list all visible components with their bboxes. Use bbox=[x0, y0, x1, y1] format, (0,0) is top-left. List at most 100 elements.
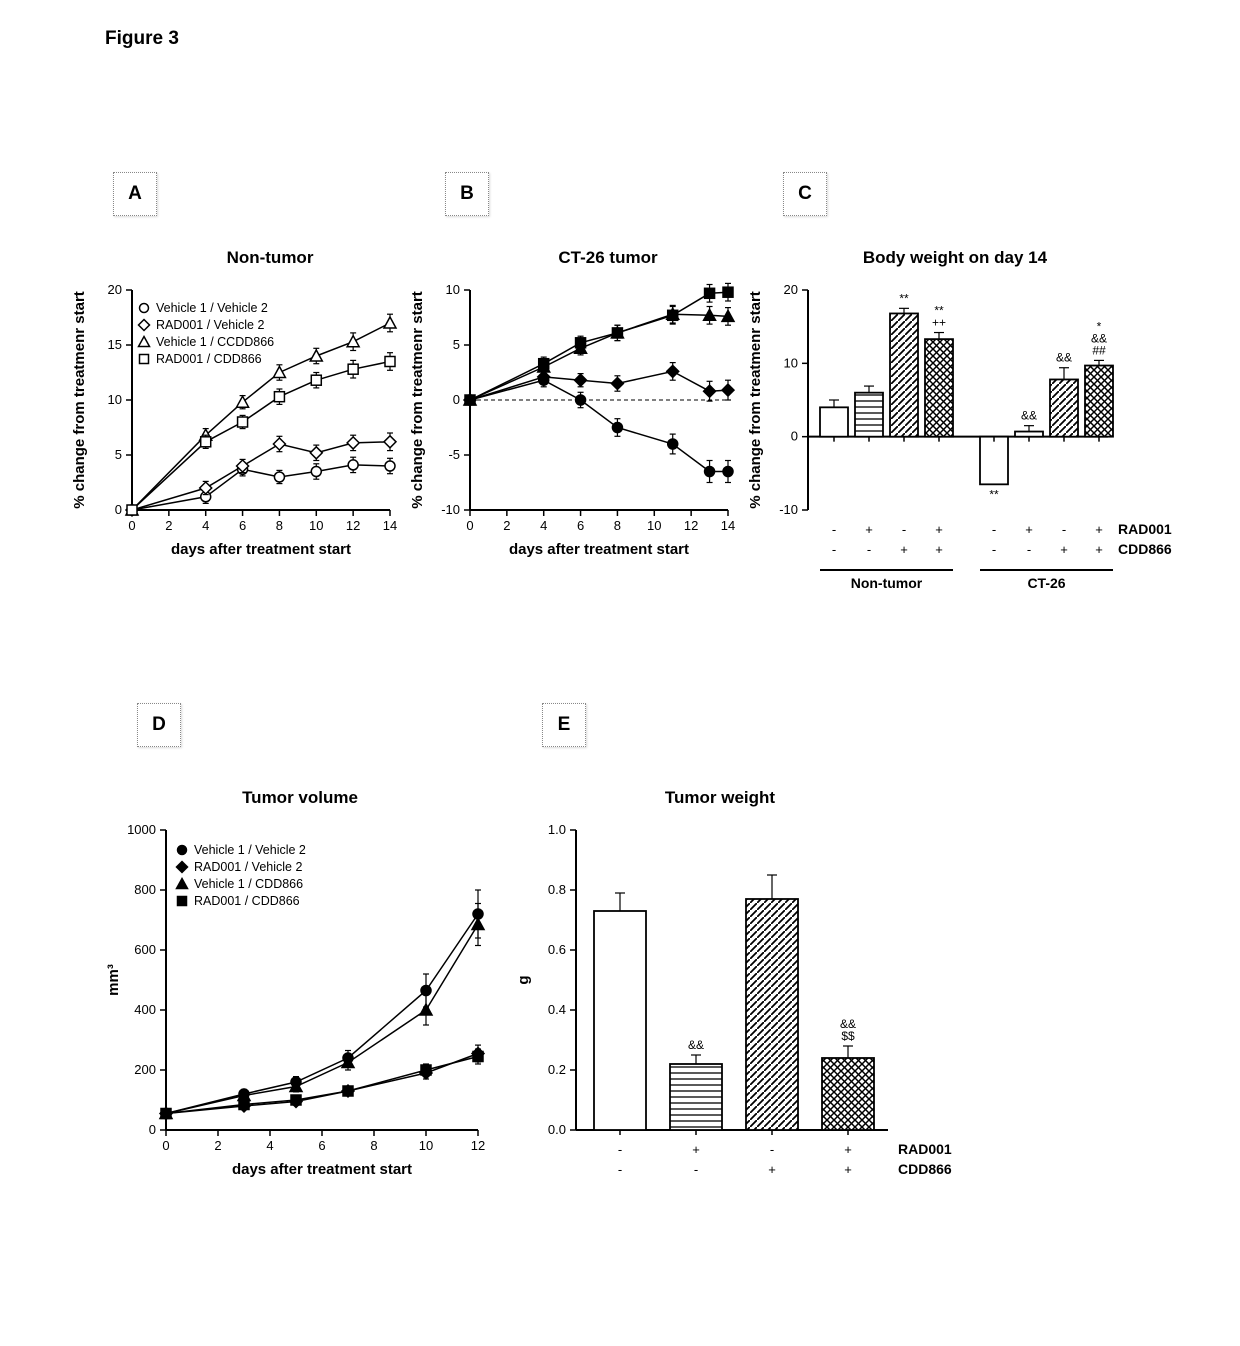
svg-text:Vehicle 1 / Vehicle 2: Vehicle 1 / Vehicle 2 bbox=[156, 301, 268, 315]
svg-text:-: - bbox=[618, 1162, 622, 1177]
svg-text:2: 2 bbox=[503, 518, 510, 533]
svg-text:14: 14 bbox=[383, 518, 397, 533]
svg-text:0.0: 0.0 bbox=[548, 1122, 566, 1137]
svg-text:RAD001 / Vehicle 2: RAD001 / Vehicle 2 bbox=[194, 860, 302, 874]
svg-text:g: g bbox=[515, 975, 532, 984]
svg-text:+: + bbox=[1025, 522, 1033, 537]
svg-text:% change from treatmenr start: % change from treatmenr start bbox=[409, 291, 426, 509]
svg-text:0: 0 bbox=[115, 502, 122, 517]
svg-text:200: 200 bbox=[134, 1062, 156, 1077]
svg-text:+: + bbox=[865, 522, 873, 537]
svg-text:&&: && bbox=[1021, 409, 1037, 423]
svg-text:RAD001: RAD001 bbox=[1118, 521, 1172, 537]
svg-text:1000: 1000 bbox=[127, 822, 156, 837]
svg-text:400: 400 bbox=[134, 1002, 156, 1017]
svg-text:Vehicle 1 / CDD866: Vehicle 1 / CDD866 bbox=[194, 877, 303, 891]
svg-text:5: 5 bbox=[115, 447, 122, 462]
svg-text:-: - bbox=[1062, 522, 1066, 537]
svg-text:-: - bbox=[992, 542, 996, 557]
svg-text:+: + bbox=[844, 1142, 852, 1157]
svg-text:-: - bbox=[770, 1142, 774, 1157]
svg-text:**: ** bbox=[934, 304, 944, 318]
svg-text:0: 0 bbox=[791, 429, 798, 444]
svg-text:6: 6 bbox=[577, 518, 584, 533]
svg-text:8: 8 bbox=[614, 518, 621, 533]
chart-c: -1001020% change from treatmenr start**+… bbox=[730, 272, 1160, 672]
svg-text:2: 2 bbox=[214, 1138, 221, 1153]
svg-text:&&: && bbox=[1056, 351, 1072, 365]
svg-text:-: - bbox=[1027, 542, 1031, 557]
panel-letter-b: B bbox=[445, 172, 489, 216]
svg-text:days after treatment start: days after treatment start bbox=[232, 1161, 412, 1178]
panel-letter-c: C bbox=[783, 172, 827, 216]
svg-text:0: 0 bbox=[128, 518, 135, 533]
svg-text:12: 12 bbox=[346, 518, 360, 533]
svg-text:0.2: 0.2 bbox=[548, 1062, 566, 1077]
svg-text:-: - bbox=[832, 542, 836, 557]
svg-text:4: 4 bbox=[540, 518, 547, 533]
svg-text:0: 0 bbox=[149, 1122, 156, 1137]
svg-text:10: 10 bbox=[419, 1138, 433, 1153]
svg-text:-: - bbox=[992, 522, 996, 537]
svg-text:&&: && bbox=[1091, 331, 1107, 345]
svg-text:&&: && bbox=[688, 1038, 704, 1052]
svg-text:8: 8 bbox=[370, 1138, 377, 1153]
svg-text:20: 20 bbox=[784, 282, 798, 297]
svg-text:0: 0 bbox=[453, 392, 460, 407]
chart-title-d: Tumor volume bbox=[170, 788, 430, 808]
svg-text:10: 10 bbox=[647, 518, 661, 533]
svg-text:+: + bbox=[935, 542, 943, 557]
svg-text:12: 12 bbox=[471, 1138, 485, 1153]
svg-text:days after treatment start: days after treatment start bbox=[171, 541, 351, 558]
svg-text:+: + bbox=[1095, 522, 1103, 537]
svg-text:-: - bbox=[832, 522, 836, 537]
svg-text:-: - bbox=[694, 1162, 698, 1177]
svg-text:800: 800 bbox=[134, 882, 156, 897]
svg-text:CT-26: CT-26 bbox=[1027, 575, 1065, 591]
svg-text:+: + bbox=[844, 1162, 852, 1177]
svg-text:8: 8 bbox=[276, 518, 283, 533]
svg-text:0.8: 0.8 bbox=[548, 882, 566, 897]
figure-title: Figure 3 bbox=[105, 28, 179, 50]
svg-text:*: * bbox=[1097, 319, 1102, 333]
svg-text:RAD001 / CDD866: RAD001 / CDD866 bbox=[194, 894, 300, 908]
svg-text:+: + bbox=[692, 1142, 700, 1157]
svg-text:Non-tumor: Non-tumor bbox=[851, 575, 923, 591]
svg-text:&&: && bbox=[840, 1017, 856, 1031]
svg-text:+: + bbox=[768, 1162, 776, 1177]
svg-text:4: 4 bbox=[202, 518, 209, 533]
svg-text:4: 4 bbox=[266, 1138, 273, 1153]
svg-text:10: 10 bbox=[108, 392, 122, 407]
panel-letter-d: D bbox=[137, 703, 181, 747]
svg-text:-: - bbox=[618, 1142, 622, 1157]
svg-text:+: + bbox=[1060, 542, 1068, 557]
svg-text:0: 0 bbox=[162, 1138, 169, 1153]
chart-title-c: Body weight on day 14 bbox=[805, 248, 1105, 268]
svg-text:15: 15 bbox=[108, 337, 122, 352]
svg-text:6: 6 bbox=[318, 1138, 325, 1153]
chart-a: 0510152002468101214days after treatment … bbox=[60, 272, 420, 602]
svg-text:% change from treatmenr start: % change from treatmenr start bbox=[747, 291, 764, 509]
svg-text:-: - bbox=[902, 522, 906, 537]
svg-text:++: ++ bbox=[932, 316, 946, 330]
svg-text:##: ## bbox=[1092, 343, 1106, 357]
svg-text:0.6: 0.6 bbox=[548, 942, 566, 957]
svg-text:RAD001: RAD001 bbox=[898, 1141, 952, 1157]
svg-text:-5: -5 bbox=[448, 447, 460, 462]
svg-text:days after treatment start: days after treatment start bbox=[509, 541, 689, 558]
svg-text:600: 600 bbox=[134, 942, 156, 957]
svg-text:0: 0 bbox=[466, 518, 473, 533]
chart-d: 0 200 400 600 800 1000 0 2 4 6 8 10 12 days after tre… bbox=[88, 812, 518, 1242]
svg-text:Vehicle 1 / CCDD866: Vehicle 1 / CCDD866 bbox=[156, 335, 274, 349]
svg-text:5: 5 bbox=[453, 337, 460, 352]
svg-text:-: - bbox=[867, 542, 871, 557]
svg-text:6: 6 bbox=[239, 518, 246, 533]
svg-text:$$: $$ bbox=[841, 1029, 855, 1043]
chart-e: 0.00.20.40.60.81.0g&&$$&&-+-+RAD001--++C… bbox=[498, 812, 968, 1242]
svg-text:-10: -10 bbox=[441, 502, 460, 517]
svg-text:2: 2 bbox=[165, 518, 172, 533]
svg-text:CDD866: CDD866 bbox=[1118, 541, 1172, 557]
svg-text:% change from treatmenr start: % change from treatmenr start bbox=[71, 291, 88, 509]
svg-text:Vehicle 1 / Vehicle 2: Vehicle 1 / Vehicle 2 bbox=[194, 843, 306, 857]
svg-text:**: ** bbox=[989, 487, 999, 501]
